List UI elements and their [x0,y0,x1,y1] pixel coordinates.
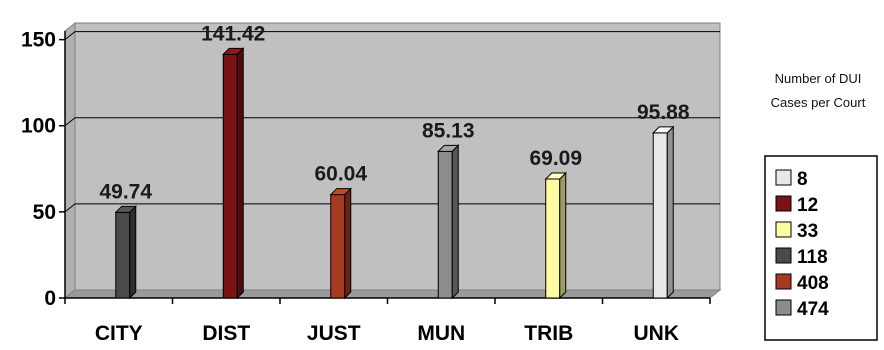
bar-top [437,144,460,152]
category-label: DIST [202,322,250,345]
bar-side [559,171,567,300]
legend-swatch [775,169,792,186]
legend-label: 12 [797,195,818,216]
legend-label: 118 [797,247,828,268]
chart-annotation: Number of DUI Cases per Court [771,71,866,110]
annotation-line-1: Number of DUI [775,71,862,86]
bar-top [329,188,352,196]
y-axis: 0 50 100 150 [21,29,66,310]
category-label: CITY [95,322,143,345]
category-labels: CITY DIST JUST MUN TRIB UNK [95,322,679,345]
bar-side [129,205,137,300]
bar-top [114,205,137,213]
gridline [64,203,720,213]
bar-side [344,187,352,300]
bar-top [222,47,245,55]
legend-item: 118 [775,247,828,268]
bar-front [652,132,668,299]
bar-front [115,211,131,299]
y-tick-label: 0 [44,287,56,310]
category-label: MUN [417,322,465,345]
bar-side [236,47,244,300]
bar-side [666,125,674,300]
legend-item: 408 [775,273,829,294]
gridline [64,31,720,41]
plot-floor [63,289,722,299]
data-label: 49.74 [99,180,152,203]
bar-front [545,178,561,299]
legend-item: 474 [775,299,829,320]
data-label: 95.88 [637,101,690,124]
data-label: 60.04 [314,163,367,186]
plot-area [63,21,722,300]
plot-back-wall [74,22,721,291]
bar-unk [652,125,675,300]
data-label: 85.13 [422,119,475,142]
legend-label: 8 [797,169,808,190]
bar-mun [437,144,460,300]
legend-label: 474 [797,299,829,320]
legend: 8 12 33 118 408 474 [764,155,878,341]
legend-swatch [775,299,792,316]
annotation-line-2: Cases per Court [771,95,866,110]
category-label: JUST [307,322,361,345]
legend-swatch [775,195,792,212]
bar-front [437,150,453,299]
y-tick-label: 100 [21,115,56,138]
x-axis [64,297,711,304]
data-labels: 49.74 141.42 60.04 85.13 69.09 95.88 [99,22,689,203]
bar-top [652,126,675,134]
category-label: UNK [634,322,680,345]
gridline [64,117,720,127]
legend-label: 33 [797,221,818,242]
legend-item: 33 [775,221,818,242]
y-tick-label: 50 [33,201,56,224]
legend-swatch [775,221,792,238]
y-tick-label: 150 [21,29,56,52]
data-label: 141.42 [201,22,265,45]
bars [114,47,675,300]
bar-city [114,205,137,300]
bar-front [222,53,238,299]
bar-front [330,194,346,299]
data-label: 69.09 [529,147,582,170]
plot-left-wall [64,21,76,300]
bar-dist [222,47,245,300]
bar-just [329,187,352,300]
bar-side [451,144,459,300]
legend-label: 408 [797,273,829,294]
gridlines [64,31,720,213]
bar-trib [544,171,567,300]
legend-item: 8 [775,169,808,190]
legend-swatch [775,247,792,264]
legend-swatch [775,273,792,290]
legend-item: 12 [775,195,818,216]
bar-top [544,172,567,180]
category-label: TRIB [524,322,573,345]
